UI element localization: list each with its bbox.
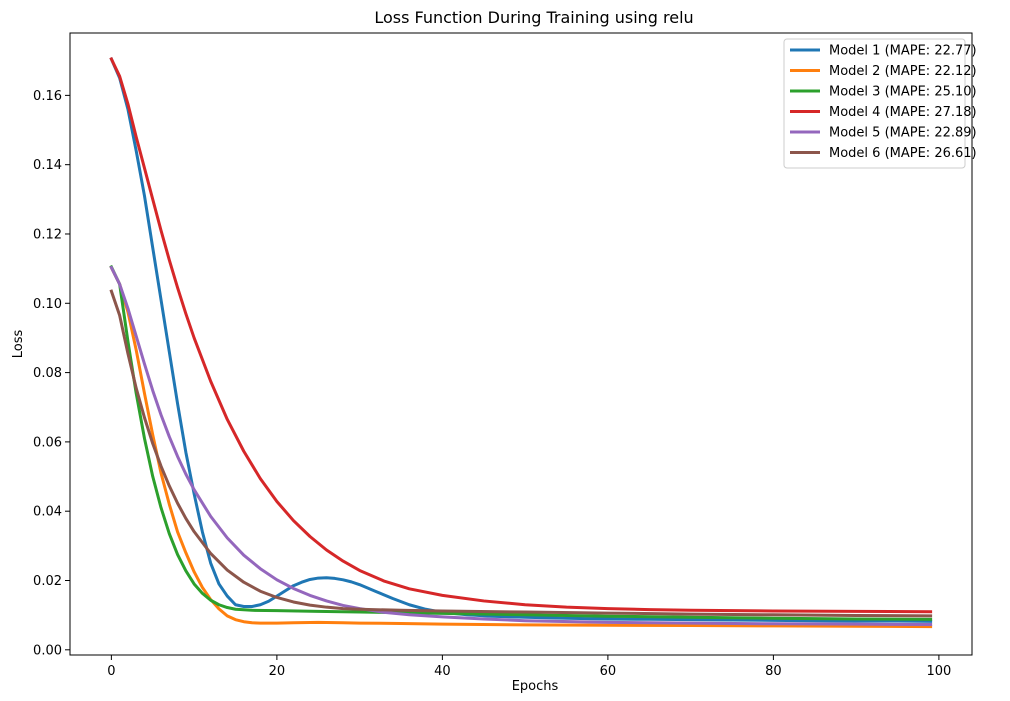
y-tick-label: 0.08 xyxy=(33,366,62,381)
x-tick-label: 0 xyxy=(107,664,115,679)
x-tick-label: 20 xyxy=(269,664,286,679)
x-tick-label: 40 xyxy=(434,664,451,679)
y-tick-label: 0.06 xyxy=(33,435,62,450)
x-tick-label: 100 xyxy=(926,664,951,679)
y-tick-label: 0.12 xyxy=(33,227,62,242)
y-tick-label: 0.14 xyxy=(33,158,62,173)
y-tick-label: 0.04 xyxy=(33,505,62,520)
series-line-model-3 xyxy=(109,264,933,621)
series-line-model-6 xyxy=(109,289,933,618)
plot-frame xyxy=(69,32,973,656)
legend-label-model-3: Model 3 (MAPE: 25.10) xyxy=(829,85,977,100)
series-line-model-4 xyxy=(109,56,933,614)
legend-label-model-6: Model 6 (MAPE: 26.61) xyxy=(829,146,977,161)
y-axis-label: Loss xyxy=(11,330,26,359)
x-tick-label: 80 xyxy=(765,664,782,679)
y-tick-label: 0.02 xyxy=(33,574,62,589)
y-tick-label: 0.00 xyxy=(33,643,62,658)
legend-label-model-2: Model 2 (MAPE: 22.12) xyxy=(829,64,977,79)
legend-label-model-1: Model 1 (MAPE: 22.77) xyxy=(829,44,977,59)
series-line-model-2 xyxy=(109,265,933,629)
x-axis: 0 20 40 60 80 100 xyxy=(107,655,951,679)
plot-lines xyxy=(109,56,933,629)
series-line-model-5 xyxy=(109,265,933,627)
chart-title: Loss Function During Training using relu xyxy=(374,8,693,27)
series-line-model-1 xyxy=(109,57,933,623)
y-tick-label: 0.10 xyxy=(33,297,62,312)
x-axis-label: Epochs xyxy=(512,679,559,694)
x-tick-label: 60 xyxy=(600,664,617,679)
legend: Model 1 (MAPE: 22.77) Model 2 (MAPE: 22.1… xyxy=(783,38,977,169)
legend-box xyxy=(783,38,966,169)
legend-label-model-5: Model 5 (MAPE: 22.89) xyxy=(829,126,977,141)
y-axis: 0.00 0.02 0.04 0.06 0.08 0.10 0.12 0.14 0.16 xyxy=(33,89,70,658)
legend-label-model-4: Model 4 (MAPE: 27.18) xyxy=(829,105,977,120)
y-tick-label: 0.16 xyxy=(33,89,62,104)
